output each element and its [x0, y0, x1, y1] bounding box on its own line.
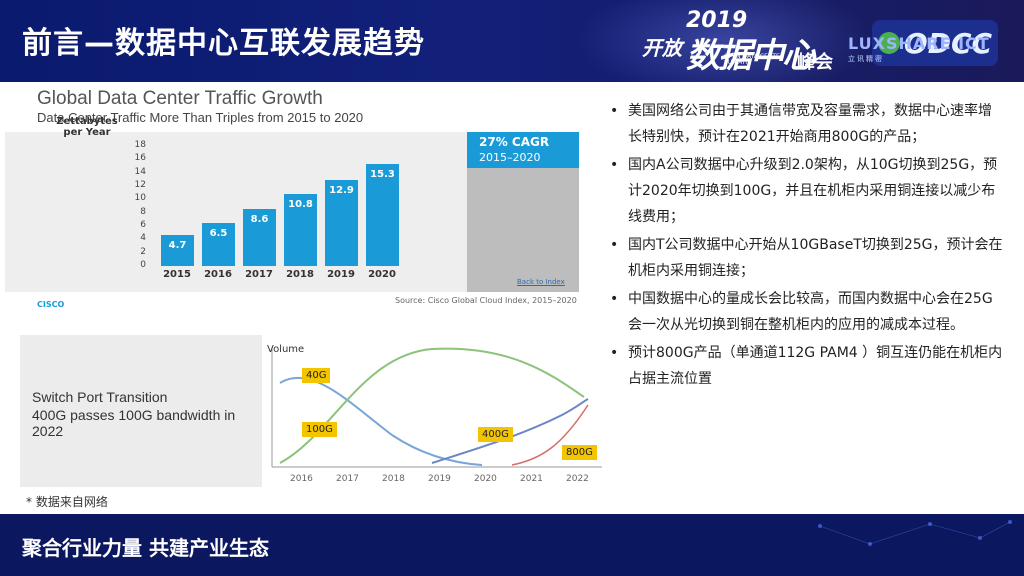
- bullet-text: 国内T公司数据中心开始从10GBaseT切换到25G，预计会在机柜内采用铜连接；: [628, 237, 1003, 279]
- odcc-logo: ODCC: [872, 20, 998, 66]
- curve-x-label: 2018: [382, 474, 405, 484]
- curve-x-label: 2022: [566, 474, 589, 484]
- bullet-item: • 预计800G产品（单通道112G PAM4 ）铜互连仍能在机柜内占据主流位置: [604, 340, 1004, 392]
- header-glow: [574, 0, 874, 82]
- y-axis-label: Zettabytes per Year: [56, 116, 118, 138]
- bar-value-label: 8.6: [250, 213, 269, 225]
- y-tick-label: 12: [134, 180, 146, 190]
- tag-100g: 100G: [302, 422, 337, 437]
- x-category-label: 2015: [163, 269, 191, 280]
- switch-transition-box: Switch Port Transition 400G passes 100G …: [20, 335, 262, 487]
- bar-value-label: 12.9: [329, 185, 354, 196]
- bullet-list: • 美国网络公司由于其通信带宽及容量需求，数据中心速率增长特别快，预计在2021开…: [604, 98, 1004, 394]
- summit-logo: 2019 开放 数据中心 OPEN DATA CENTER SUMMIT 峰会: [642, 8, 852, 76]
- y-tick-label: 18: [134, 140, 146, 150]
- bullet-text: 预计800G产品（单通道112G PAM4 ）铜互连仍能在机柜内占据主流位置: [628, 345, 1003, 387]
- bullet-item: • 美国网络公司由于其通信带宽及容量需求，数据中心速率增长特别快，预计在2021开…: [604, 98, 1004, 150]
- x-category-label: 2016: [204, 269, 232, 280]
- cisco-logo: CISCO: [37, 300, 65, 309]
- header-banner: 前言—数据中心互联发展趋势 2019 开放 数据中心 OPEN DATA CEN…: [0, 0, 1024, 82]
- bullet-dot-icon: •: [610, 103, 619, 119]
- luxshare-name: LUXSHARE ICT: [848, 34, 990, 53]
- curve-x-label: 2020: [474, 474, 497, 484]
- footer-slogan: 聚合行业力量 共建产业生态: [22, 536, 269, 560]
- summit-year: 2019: [686, 8, 748, 33]
- curve-x-label: 2017: [336, 474, 359, 484]
- curve-x-label: 2021: [520, 474, 543, 484]
- bullet-text: 国内A公司数据中心升级到2.0架构，从10G切换到25G，预计2020年切换到1…: [628, 157, 998, 225]
- x-category-label: 2019: [327, 269, 355, 280]
- chart-source: Source: Cisco Global Cloud Index, 2015–2…: [395, 296, 577, 305]
- chart-title: Global Data Center Traffic Growth: [37, 88, 323, 109]
- footer-banner: 聚合行业力量 共建产业生态: [0, 514, 1024, 576]
- y-tick-label: 16: [134, 153, 146, 164]
- summit-cn-c: 峰会: [797, 52, 833, 73]
- x-category-label: 2018: [286, 269, 314, 280]
- bullet-dot-icon: •: [610, 291, 619, 307]
- y-tick-label: 0: [140, 260, 146, 270]
- bullet-dot-icon: •: [610, 237, 619, 253]
- curve-y-label: Volume: [267, 344, 305, 355]
- y-tick-label: 4: [140, 233, 146, 244]
- y-tick-label: 8: [140, 206, 146, 217]
- bullet-text: 美国网络公司由于其通信带宽及容量需求，数据中心速率增长特别快，预计在2021开始…: [628, 103, 992, 145]
- transition-line-2: 400G passes 100G bandwidth in 2022: [32, 407, 236, 439]
- luxshare-logo: LUXSHARE ICT 立讯精密: [848, 34, 990, 64]
- back-to-index-link[interactable]: Back to Index: [517, 278, 565, 286]
- bar-value-label: 4.7: [168, 239, 187, 251]
- curve-x-label: 2016: [290, 474, 313, 484]
- bar-2016: [202, 222, 235, 266]
- y-tick-label: 6: [140, 220, 146, 230]
- y-tick-label: 10: [134, 193, 146, 204]
- bar-2017: [243, 208, 276, 266]
- port-transition-chart: [262, 335, 610, 493]
- series-400g: [431, 398, 589, 464]
- chart-subtitle: Data Center Traffic More Than Triples fr…: [37, 110, 364, 125]
- bullet-item: • 国内A公司数据中心升级到2.0架构，从10G切换到25G，预计2020年切换到…: [604, 152, 1004, 230]
- series-100g: [279, 347, 585, 464]
- bullet-item: • 国内T公司数据中心开始从10GBaseT切换到25G，预计会在机柜内采用铜连接…: [604, 232, 1004, 284]
- series-800g: [511, 404, 589, 466]
- bullet-item: • 中国数据中心的量成长会比较高，而国内数据中心会在25G会一次从光切换到铜在整机…: [604, 286, 1004, 338]
- slide-title: 前言—数据中心互联发展趋势: [22, 26, 425, 61]
- summit-cn-b: 数据中心: [686, 36, 816, 76]
- bar-value-label: 6.5: [209, 227, 228, 239]
- curve-x-label: 2019: [428, 474, 451, 484]
- bullet-dot-icon: •: [610, 345, 619, 361]
- network-dots-decoration: [818, 520, 1012, 546]
- bar-2019: [325, 180, 358, 266]
- cagr-callout: 27% CAGR 2015–2020: [467, 132, 579, 168]
- cagr-value: 27% CAGR: [479, 135, 550, 149]
- x-category-label: 2020: [368, 269, 396, 280]
- tag-400g: 400G: [478, 427, 513, 442]
- bar-2018: [284, 194, 317, 266]
- leaf-icon: [877, 32, 900, 54]
- bar-2015: [161, 234, 194, 266]
- tag-800g: 800G: [562, 445, 597, 460]
- bar-2020: [366, 164, 399, 266]
- bullet-text: 中国数据中心的量成长会比较高，而国内数据中心会在25G会一次从光切换到铜在整机柜…: [628, 291, 993, 333]
- summit-en: OPEN DATA CENTER SUMMIT: [724, 53, 784, 66]
- y-tick-label: 2: [140, 246, 146, 257]
- odcc-logo-text: ODCC: [903, 26, 993, 60]
- bullet-dot-icon: •: [610, 157, 619, 173]
- transition-line-1: Switch Port Transition: [32, 389, 168, 405]
- bar-value-label: 10.8: [288, 199, 313, 210]
- tag-40g: 40G: [302, 368, 331, 383]
- cagr-period: 2015–2020: [479, 151, 541, 164]
- luxshare-sub: 立讯精密: [848, 55, 884, 63]
- summit-cn-a: 开放: [642, 36, 682, 60]
- data-source-note: * 数据来自网络: [26, 495, 108, 509]
- x-category-label: 2017: [245, 269, 273, 280]
- bar-value-label: 15.3: [370, 169, 395, 180]
- y-tick-label: 14: [134, 166, 146, 177]
